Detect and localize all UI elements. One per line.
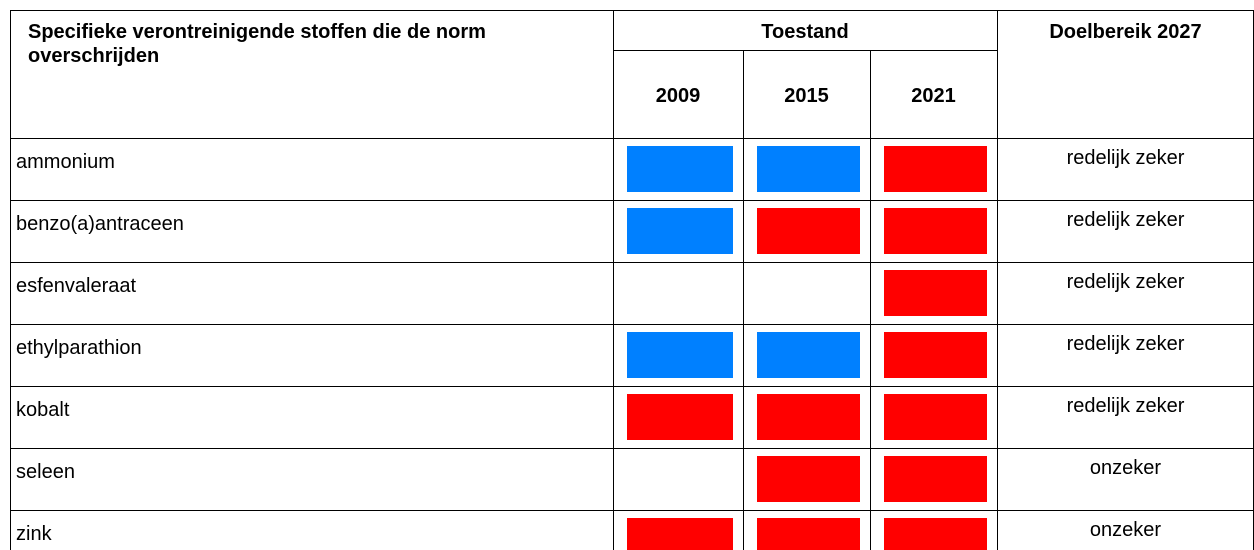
substance-name: kobalt (16, 399, 70, 421)
target-label: redelijk zeker (1066, 333, 1185, 355)
status-swatch (627, 208, 733, 254)
header-year: 2009 (655, 85, 701, 107)
target-label: redelijk zeker (1066, 271, 1185, 293)
target-label: onzeker (1089, 457, 1162, 479)
grid-line (10, 510, 1254, 511)
grid-line (10, 10, 1254, 11)
target-label: onzeker (1089, 519, 1162, 541)
header-year: 2015 (784, 85, 829, 107)
status-swatch (884, 332, 987, 378)
status-swatch (757, 394, 860, 440)
grid-line (10, 138, 1254, 139)
grid-line (10, 448, 1254, 449)
grid-line (870, 50, 871, 550)
grid-line (10, 324, 1254, 325)
substance-name: esfenvaleraat (16, 275, 137, 297)
status-swatch (884, 456, 987, 502)
status-swatch (627, 394, 733, 440)
status-swatch (757, 208, 860, 254)
target-label: redelijk zeker (1066, 209, 1185, 231)
substance-name: ethylparathion (16, 337, 142, 359)
status-swatch (627, 146, 733, 192)
grid-line (10, 262, 1254, 263)
target-label: redelijk zeker (1066, 147, 1185, 169)
substance-name: seleen (16, 461, 75, 483)
status-swatch (757, 332, 860, 378)
status-swatch (627, 332, 733, 378)
status-swatch (884, 270, 987, 316)
status-swatch (884, 518, 987, 550)
substance-name: benzo(a)antraceen (16, 213, 184, 235)
substance-name: zink (16, 523, 52, 545)
grid-line (10, 200, 1254, 201)
status-swatch (884, 208, 987, 254)
status-swatch (884, 146, 987, 192)
status-swatch (627, 518, 733, 550)
target-label: redelijk zeker (1066, 395, 1185, 417)
status-swatch (757, 456, 860, 502)
grid-line (10, 10, 11, 550)
grid-line (743, 50, 744, 550)
grid-line (997, 10, 998, 550)
status-swatch (884, 394, 987, 440)
header-status: Toestand (761, 21, 849, 43)
grid-line (613, 10, 614, 550)
status-swatch (757, 518, 860, 550)
header-year: 2021 (911, 85, 956, 107)
grid-line (613, 50, 997, 51)
header-target: Doelbereik 2027 (1049, 21, 1202, 43)
status-swatch (757, 146, 860, 192)
substance-name: ammonium (16, 151, 115, 173)
grid-line (10, 386, 1254, 387)
header-substance: Specifieke verontreinigende stoffen die … (28, 21, 486, 67)
